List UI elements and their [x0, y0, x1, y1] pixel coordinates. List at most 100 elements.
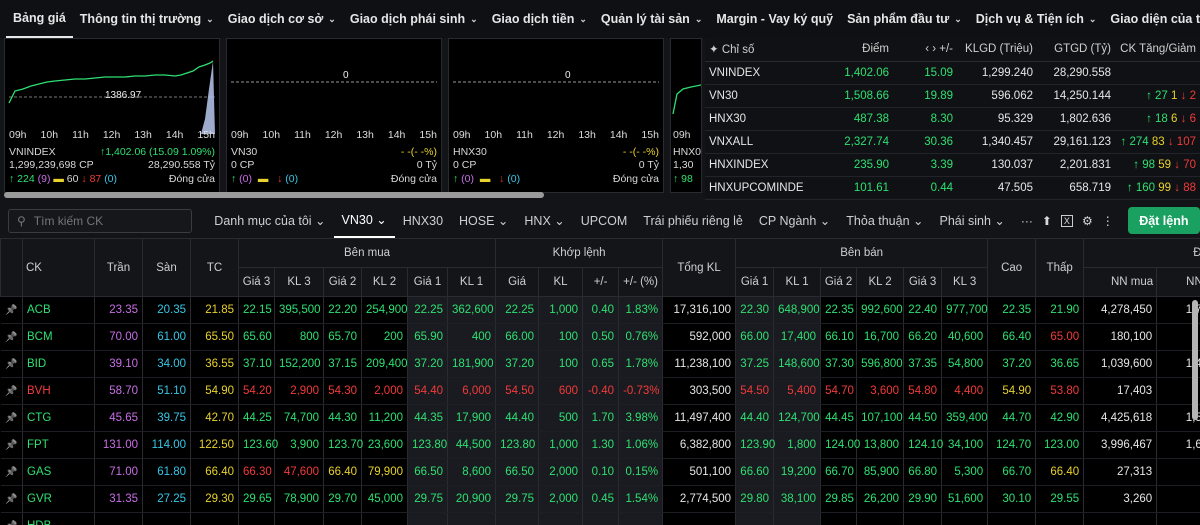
tab-7[interactable]: CP Ngành ⌄ — [758, 214, 831, 228]
nav-item-3[interactable]: Giao dịch phái sinh ⌄ — [343, 0, 485, 38]
excel-icon[interactable]: X — [1060, 214, 1073, 227]
nav-item-2[interactable]: Giao dịch cơ sở ⌄ — [221, 0, 343, 38]
pin-icon[interactable]: 📌 — [0, 458, 23, 486]
nav-item-9[interactable]: Giao diện của tôi — [1103, 0, 1200, 38]
cell-sym[interactable]: GVR — [22, 485, 95, 513]
cell-s2v: 16,700 — [856, 323, 905, 351]
pin-icon[interactable]: 📌 — [0, 323, 23, 351]
cell-s2v: 26,200 — [856, 485, 905, 513]
search-box[interactable]: ⚲ — [8, 208, 193, 233]
mini-chart-hnx30[interactable]: 0 09h 10h 11h 12h 13h 14h 15h HNX30 - -(- -%) 0… — [448, 38, 664, 193]
cell-sym[interactable]: GAS — [22, 458, 95, 486]
upload-icon[interactable]: ⬆ — [1041, 213, 1052, 228]
nav-item-label: Giao dịch phái sinh — [349, 12, 466, 26]
place-order-button[interactable]: Đặt lệnh — [1127, 207, 1200, 234]
menu-icon[interactable]: ⋮ — [1101, 213, 1114, 228]
cell-mpct: 1.06% — [618, 431, 664, 459]
stock-row[interactable]: 📌 ACB 23.35 20.35 21.85 22.15 395,500 22.20 254,… — [0, 296, 1200, 324]
cell-mv: 2,000 — [538, 485, 584, 513]
search-input[interactable] — [33, 213, 174, 228]
tab-5[interactable]: UPCOM — [580, 213, 628, 228]
nav-item-4[interactable]: Giao dịch tiền ⌄ — [485, 0, 594, 38]
pin-icon[interactable]: 📌 — [0, 296, 23, 324]
tab-0[interactable]: Danh mục của tôi ⌄ — [214, 214, 326, 228]
board-scrollbar[interactable] — [1192, 300, 1198, 420]
cell-b3p: 22.15 — [238, 296, 275, 324]
floor-count: (0) — [507, 173, 521, 185]
time-axis: 09h 10h 11h 12h 13h 14h 15h — [5, 129, 219, 141]
cell-sym[interactable]: HDB — [22, 512, 95, 525]
tab-4[interactable]: HNX ⌄ — [524, 214, 565, 228]
index-volume: 130.037 — [957, 153, 1037, 177]
cell-md: 1.30 — [582, 431, 620, 459]
toggle-icon[interactable]: ‹ › — [925, 43, 937, 56]
stock-row[interactable]: 📌 FPT 131.00 114.00 122.50 123.60 3,900 123.70 2… — [0, 431, 1200, 459]
tab-2[interactable]: HNX30 — [402, 213, 444, 228]
cell-tran: 23.35 — [94, 296, 143, 324]
index-row[interactable]: HNXUPCOMINDE 101.61 0.44 47.505 658.719 ↑ 160… — [705, 176, 1200, 200]
stock-row[interactable]: 📌 BID 39.10 34.00 36.55 37.10 152,200 37.15 209,… — [0, 350, 1200, 378]
nav-item-5[interactable]: Quản lý tài sản ⌄ — [594, 0, 709, 38]
decliners: ↓ 87 — [81, 173, 102, 185]
index-row[interactable]: VNINDEX 1,402.06 15.09 1,299.240 28,290.558 — [705, 61, 1200, 85]
cell-b2v: 254,900 — [361, 296, 408, 324]
cell-b1v: 400 — [447, 323, 497, 351]
sub-header-buy: KL 2 — [361, 267, 408, 297]
nav-item-1[interactable]: Thông tin thị trường ⌄ — [73, 0, 221, 38]
cell-sym[interactable]: BID — [22, 350, 95, 378]
flat-bar: ▬ — [479, 173, 491, 185]
more-icon[interactable]: ··· — [1020, 213, 1033, 228]
cell-san — [142, 512, 191, 525]
cell-sym[interactable]: CTG — [22, 404, 95, 432]
col-symbol[interactable]: CK — [22, 238, 95, 297]
gear-icon[interactable]: ⚙ — [1081, 213, 1093, 228]
pin-icon[interactable]: 📌 — [0, 512, 23, 525]
mini-chart-vn30[interactable]: 0 09h 10h 11h 12h 13h 14h 15h VN30 - -(- -%) 0 … — [226, 38, 442, 193]
cell-s3p: 37.35 — [903, 350, 943, 378]
tab-8[interactable]: Thỏa thuận ⌄ — [846, 214, 924, 228]
index-row[interactable]: HNXINDEX 235.90 3.39 130.037 2,201.831 ↑ 98 5… — [705, 153, 1200, 177]
index-row[interactable]: VNXALL 2,327.74 30.36 1,340.457 29,161.123 ↑ … — [705, 130, 1200, 154]
stock-row[interactable]: 📌 GVR 31.35 27.25 29.30 29.65 78,900 29.70 45,00… — [0, 485, 1200, 513]
pin-icon[interactable]: 📌 — [0, 431, 23, 459]
settings-icon[interactable]: ✦ — [709, 44, 719, 57]
stock-row[interactable]: 📌 BCM 70.00 61.00 65.50 65.60 800 65.70 200 65.90… — [0, 323, 1200, 351]
cell-high — [987, 512, 1037, 525]
cell-sym[interactable]: ACB — [22, 296, 95, 324]
nav-item-7[interactable]: Sản phẩm đầu tư ⌄ — [840, 0, 969, 38]
tab-9[interactable]: Phái sinh ⌄ — [939, 214, 1005, 228]
stock-row[interactable]: 📌 CTG 45.65 39.75 42.70 44.25 74,700 44.30 11,20… — [0, 404, 1200, 432]
cell-b1p: 44.35 — [407, 404, 448, 432]
cell-sym[interactable]: FPT — [22, 431, 95, 459]
charts-scrollbar[interactable] — [4, 192, 544, 198]
nav-item-0[interactable]: Bảng giá — [6, 0, 73, 38]
stock-row[interactable]: 📌 GAS 71.00 61.80 66.40 66.30 47,600 66.40 79,90… — [0, 458, 1200, 486]
index-row[interactable]: VN30 1,508.66 19.89 596.062 14,250.144 ↑ 27 1… — [705, 84, 1200, 108]
nav-item-8[interactable]: Dịch vụ & Tiện ích ⌄ — [969, 0, 1104, 38]
mini-chart-vnindex[interactable]: 1386.97 09h 10h 11h 12h 13h 14h 15h VNINDEX ↑1,… — [4, 38, 220, 193]
index-row[interactable]: HNX30 487.38 8.30 95.329 1,802.636 ↑ 18 6 ↓ 6 — [705, 107, 1200, 131]
cell-s2p: 124.00 — [820, 431, 860, 459]
stock-row[interactable]: 📌HDB — [0, 512, 1200, 525]
pin-icon[interactable]: 📌 — [0, 377, 23, 405]
cell-mp: 54.50 — [495, 377, 540, 405]
cell-nnm: 180,100 — [1083, 323, 1158, 351]
nav-item-6[interactable]: Margin - Vay ký quỹ — [709, 0, 840, 38]
tab-3[interactable]: HOSE ⌄ — [459, 214, 509, 228]
cell-b1p: 123.80 — [407, 431, 448, 459]
cell-mv: 100 — [538, 350, 584, 378]
tab-6[interactable]: Trái phiếu riêng lẻ — [643, 213, 743, 228]
tab-1[interactable]: VN30 ⌄ — [333, 203, 395, 238]
pin-icon[interactable]: 📌 — [0, 485, 23, 513]
time-tick: 10h — [262, 129, 281, 141]
pin-icon[interactable]: 📌 — [0, 350, 23, 378]
cell-sym[interactable]: BCM — [22, 323, 95, 351]
pin-icon[interactable]: 📌 — [0, 404, 23, 432]
cell-b3v: 74,700 — [274, 404, 324, 432]
stock-row[interactable]: 📌 BVH 58.70 51.10 54.90 54.20 2,900 54.30 2,000 5… — [0, 377, 1200, 405]
cell-s3v: 977,700 — [941, 296, 989, 324]
cell-high: 37.20 — [987, 350, 1037, 378]
cell-s2v: 107,100 — [856, 404, 905, 432]
mini-chart-hnxindex[interactable]: 09h HNX0 1,30 ↑ 98 — [670, 38, 702, 193]
cell-sym[interactable]: BVH — [22, 377, 95, 405]
